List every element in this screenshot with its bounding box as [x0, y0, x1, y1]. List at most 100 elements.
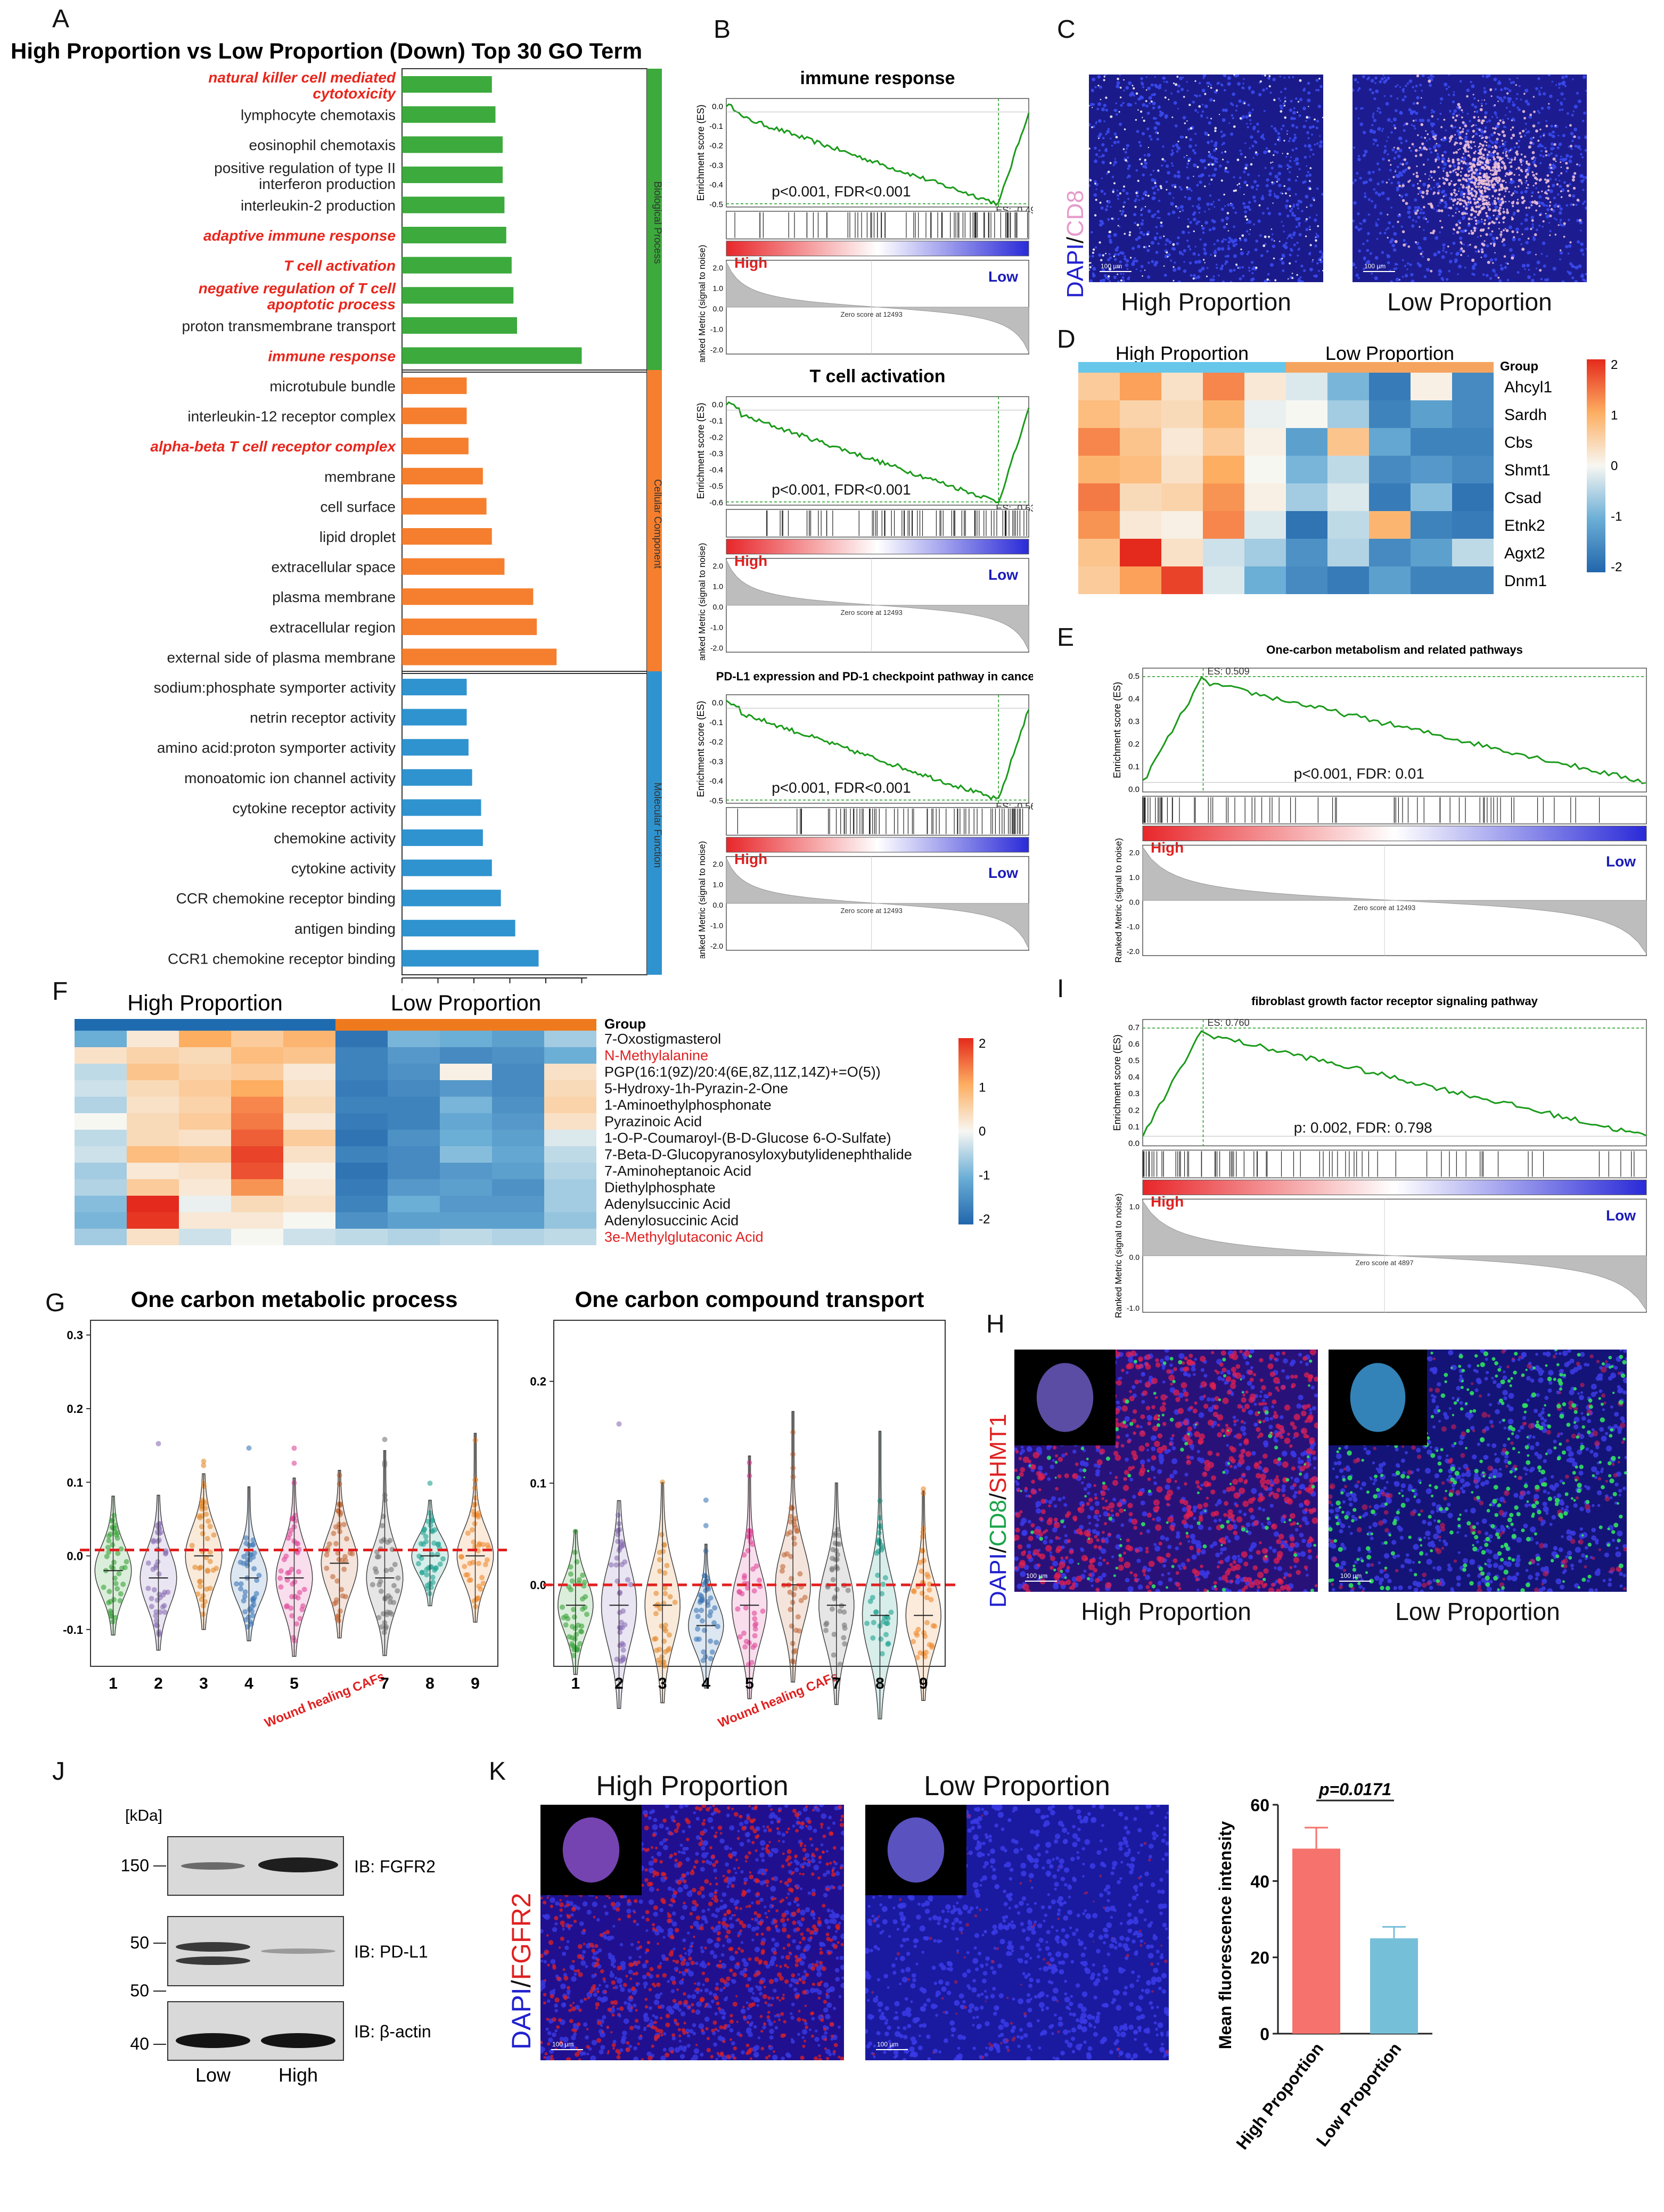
group-annotation-label: Group: [1500, 359, 1538, 374]
cell-dot: [1526, 131, 1528, 134]
cell-dot: [1378, 168, 1381, 171]
cell-dot: [1521, 196, 1523, 199]
cell-dot: [1157, 242, 1160, 245]
cell-dot: [1243, 170, 1246, 174]
cell-dot: [1362, 181, 1366, 185]
cell-dot: [1140, 222, 1144, 226]
cell-dot: [1480, 187, 1482, 189]
cluster-label: 7: [832, 1675, 841, 1692]
heat-cell: [179, 1212, 231, 1229]
cell-dot: [1453, 188, 1456, 192]
cell-dot: [1471, 258, 1475, 262]
cell-dot: [1294, 193, 1297, 196]
cell-dot: [1407, 210, 1411, 215]
cell-dot: [1367, 76, 1371, 79]
cell-dot: [1442, 195, 1445, 198]
cell-dot: [1415, 241, 1417, 243]
cell-dot: [1146, 111, 1150, 115]
cell-dot: [1232, 1416, 1236, 1419]
cell-dot: [1119, 86, 1122, 89]
heat-cell: [1244, 373, 1286, 400]
cell-dot: [1095, 188, 1097, 191]
cell-dot: [1148, 96, 1152, 100]
cell-dot: [1478, 168, 1482, 171]
gsea-stats: p<0.001, FDR<0.001: [772, 183, 911, 200]
cell-dot: [1567, 190, 1570, 192]
cell-dot: [1536, 178, 1538, 181]
cell-dot: [1476, 128, 1478, 130]
cell-dot: [1293, 107, 1296, 110]
cell-dot: [1460, 241, 1462, 244]
cell-dot: [1119, 260, 1122, 264]
cluster-label: 9: [471, 1675, 480, 1692]
data-point: [661, 1663, 667, 1669]
cell-dot: [1465, 207, 1468, 210]
cell-dot: [1208, 175, 1211, 177]
cell-dot: [1235, 104, 1239, 108]
es-ytick: -0.5: [709, 482, 723, 491]
cell-dot: [1092, 267, 1096, 271]
cell-dot: [1468, 232, 1470, 235]
cell-dot: [1293, 160, 1296, 162]
data-point: [914, 1655, 920, 1660]
cell-dot: [1124, 214, 1127, 217]
cell-dot: [1155, 251, 1159, 254]
cell-dot: [1407, 245, 1411, 248]
data-point: [657, 1557, 662, 1563]
es-ytick: -0.1: [709, 718, 723, 727]
cell-dot: [1499, 203, 1503, 207]
cell-dot: [1458, 114, 1460, 116]
high-label: High: [1151, 840, 1184, 856]
cell-dot: [1421, 148, 1423, 151]
cell-dot: [1535, 129, 1538, 133]
data-point: [802, 1594, 808, 1600]
es-ytick: 0.2: [1128, 1106, 1140, 1115]
cell-dot: [1437, 153, 1439, 155]
cell-dot: [1512, 134, 1515, 137]
cell-dot: [1475, 250, 1477, 253]
gsea-one-carbon: One-carbon metabolism and related pathwa…: [1086, 634, 1651, 964]
hit-frame: [726, 509, 1029, 538]
cell-dot: [1245, 122, 1248, 125]
es-ytick: 0.0: [1128, 785, 1140, 794]
cell-dot: [1088, 1522, 1092, 1525]
cell-dot: [1448, 158, 1449, 159]
cell-dot: [1083, 1487, 1087, 1491]
cell-dot: [1538, 90, 1540, 93]
cell-dot: [1102, 254, 1104, 257]
cell-dot: [1452, 158, 1455, 161]
panel-label-f: F: [52, 977, 68, 1006]
cell-dot: [1510, 178, 1513, 181]
data-point: [108, 1613, 114, 1619]
data-point: [459, 1554, 465, 1560]
cell-dot: [1430, 205, 1433, 209]
cell-dot: [1098, 149, 1101, 152]
cell-dot: [1111, 176, 1114, 178]
cell-dot: [1210, 118, 1212, 120]
data-point: [752, 1616, 758, 1622]
cell-dot: [1483, 140, 1486, 143]
cell-dot: [1092, 125, 1095, 128]
es-value-label: ES: 0.509: [1208, 666, 1250, 677]
cell-dot: [1561, 280, 1565, 282]
cell-dot: [1376, 182, 1380, 186]
data-point: [189, 1543, 195, 1549]
cell-dot: [1417, 187, 1420, 190]
cell-dot: [1162, 1380, 1166, 1384]
cell-dot: [1235, 243, 1238, 245]
cell-dot: [1107, 234, 1111, 239]
cell-dot: [1164, 254, 1168, 259]
es-ytick: 0.0: [712, 102, 723, 111]
cell-dot: [1111, 1555, 1114, 1558]
cell-dot: [1560, 161, 1562, 163]
cell-dot: [1244, 210, 1248, 213]
cell-dot: [1233, 176, 1235, 178]
cell-dot: [1270, 228, 1273, 230]
cell-dot: [1472, 158, 1476, 161]
cell-dot: [1297, 111, 1298, 113]
cell-dot: [1534, 157, 1537, 160]
heat-cell: [1161, 539, 1203, 566]
cell-dot: [1135, 259, 1138, 263]
cell-dot: [1518, 237, 1521, 241]
cell-dot: [1101, 160, 1105, 165]
